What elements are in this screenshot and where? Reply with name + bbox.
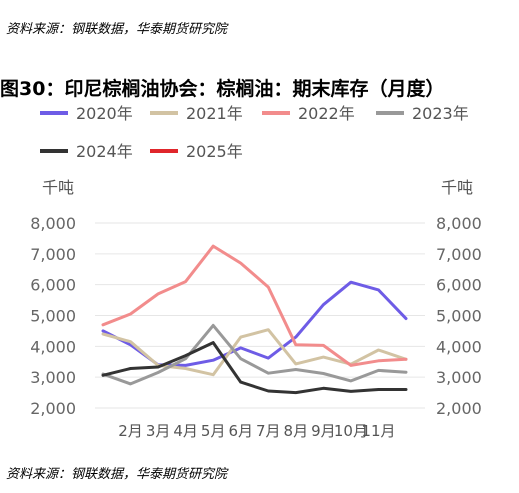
x-tick-label: 2月 bbox=[118, 422, 143, 440]
y-tick-label-left: 3,000 bbox=[30, 368, 76, 387]
x-tick-label: 7月 bbox=[256, 422, 281, 440]
series-line-2020年 bbox=[101, 280, 408, 367]
x-tick-label: 9月 bbox=[311, 422, 336, 440]
x-tick-label: 5月 bbox=[201, 422, 226, 440]
gridlines bbox=[95, 222, 425, 409]
legend-label: 2020年 bbox=[76, 104, 133, 123]
y-tick-label-right: 8,000 bbox=[436, 214, 482, 233]
source-note-bottom: 资料来源：钢联数据，华泰期货研究院 bbox=[6, 467, 228, 482]
x-tick-label: 10月 bbox=[334, 422, 368, 440]
y-tick-label-right: 6,000 bbox=[436, 276, 482, 295]
x-tick-label: 3月 bbox=[146, 422, 171, 440]
y-tick-label-left: 6,000 bbox=[30, 276, 76, 295]
legend-label: 2024年 bbox=[76, 142, 133, 161]
y-tick-label-right: 5,000 bbox=[436, 307, 482, 326]
y-tick-label-right: 7,000 bbox=[436, 245, 482, 264]
series-line-2024年 bbox=[101, 341, 408, 395]
x-tick-label: 11月 bbox=[361, 422, 395, 440]
legend: 2020年 2021年 2022年 2023年 2024年 2025年 bbox=[40, 104, 469, 161]
legend-label: 2025年 bbox=[186, 142, 243, 161]
y-axis-unit-left: 千吨 bbox=[42, 178, 74, 197]
y-tick-label-left: 5,000 bbox=[30, 307, 76, 326]
legend-label: 2021年 bbox=[186, 104, 243, 123]
y-tick-label-left: 2,000 bbox=[30, 399, 76, 418]
y-tick-label-left: 8,000 bbox=[30, 214, 76, 233]
legend-label: 2023年 bbox=[412, 104, 469, 123]
x-tick-label: 4月 bbox=[173, 422, 198, 440]
x-tick-label: 6月 bbox=[228, 422, 253, 440]
series-line-2021年 bbox=[101, 328, 408, 377]
legend-label: 2022年 bbox=[298, 104, 355, 123]
series-line-2022年 bbox=[101, 244, 408, 367]
y-axis-left: 千吨 2,000 3,000 4,000 5,000 6,000 7,000 8,000 bbox=[30, 178, 76, 418]
y-tick-label-right: 2,000 bbox=[436, 399, 482, 418]
y-tick-label-left: 7,000 bbox=[30, 245, 76, 264]
chart-title: 图30：印尼棕榈油协会：棕榈油：期末库存（月度） bbox=[0, 78, 445, 100]
y-axis-unit-right: 千吨 bbox=[441, 178, 473, 197]
source-note-top: 资料来源：钢联数据，华泰期货研究院 bbox=[6, 22, 228, 37]
series-line-2023年 bbox=[101, 323, 408, 386]
y-tick-label-left: 4,000 bbox=[30, 337, 76, 356]
x-tick-label: 8月 bbox=[284, 422, 309, 440]
y-axis-right: 千吨 2,000 3,000 4,000 5,000 6,000 7,000 8,000 bbox=[436, 178, 482, 418]
series-lines bbox=[101, 244, 408, 395]
y-tick-label-right: 3,000 bbox=[436, 368, 482, 387]
y-tick-label-right: 4,000 bbox=[436, 337, 482, 356]
